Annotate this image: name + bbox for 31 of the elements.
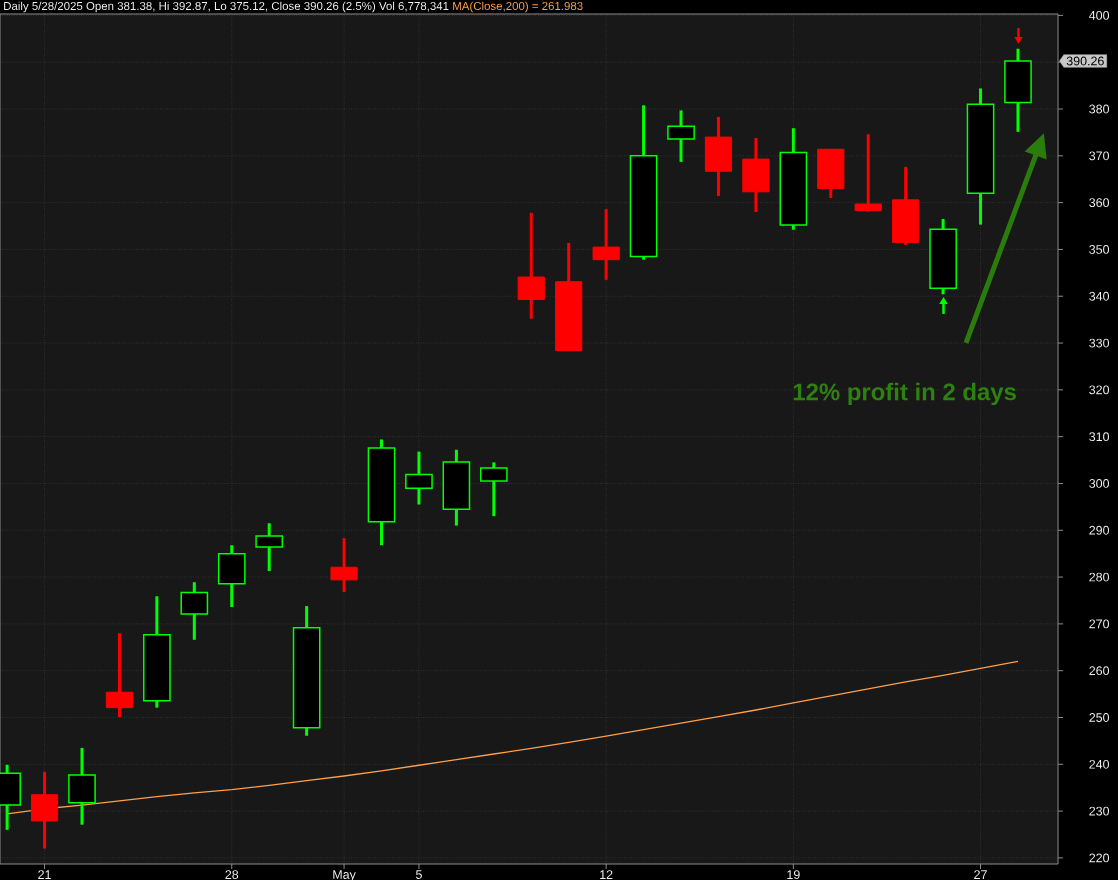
y-tick-label: 340 [1089,291,1110,301]
y-tick-label: 330 [1089,338,1110,348]
y-tick-label: 280 [1089,572,1110,582]
y-tick-label: 290 [1089,525,1110,535]
y-tick-label: 300 [1089,479,1110,488]
line-series [6,660,1019,815]
y-tick-label: 350 [1089,245,1110,254]
annotation: 12% profit in 2 days [793,382,1016,406]
chart-title: Daily 5/28/2025 Open 381.38, Hi 392.87, Lo 375.12, Close 390.26 (2.5%) Vol 6,778,341 [4,1,449,13]
y-tick-label: 270 [1089,619,1110,629]
y-tick-label: 220 [1089,853,1110,863]
y-tick-label: 400 [1089,10,1110,20]
x-tick-label: 21 [38,870,51,879]
y-tick-label: 380 [1089,104,1110,114]
y-tick-label: 360 [1089,198,1110,208]
y-tick-label: 370 [1089,151,1110,161]
x-tick-label: 12 [600,870,613,879]
x-tick-label: 5 [415,870,422,879]
y-tick-label: 230 [1089,806,1110,816]
y-tick-label: 250 [1089,713,1110,722]
candlestick [105,633,134,718]
candlestick [854,134,882,212]
x-tick-label: 27 [974,870,987,879]
y-tick-label: 240 [1089,759,1110,769]
text: MA(Close,200) = 261.983 [453,1,583,13]
x-tick-label: 19 [787,870,800,880]
y-tick-label: 260 [1089,666,1110,676]
y-tick-label: 310 [1089,432,1110,442]
text: 390.26 [1066,56,1104,66]
x-tick-label: 28 [225,870,239,880]
y-tick-label: 320 [1089,385,1110,395]
